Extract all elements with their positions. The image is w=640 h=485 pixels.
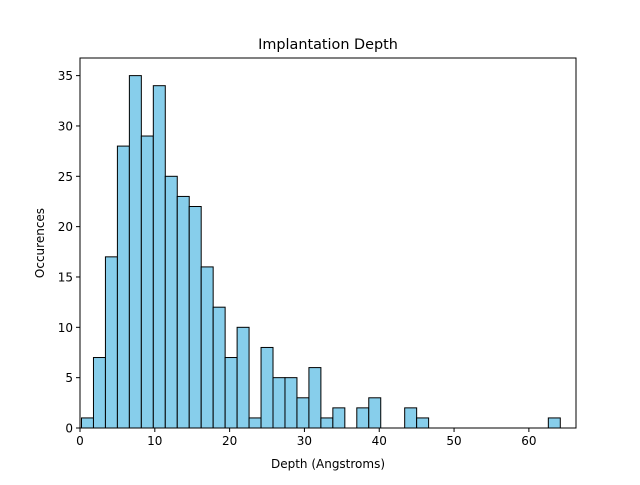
histogram-bar [320,417,334,429]
y-tick-label: 0 [65,422,73,436]
y-tick-label: 25 [58,170,73,184]
histogram-bar [224,357,238,429]
x-tick-label: 30 [297,434,312,448]
histogram-bar [248,417,262,429]
histogram-bar [152,85,166,429]
histogram-bar [260,346,274,429]
y-tick-label: 20 [58,220,73,234]
histogram-bar [296,397,310,429]
y-tick-label: 35 [58,69,73,83]
histogram-bar [104,256,118,429]
histogram-bar [356,407,370,429]
histogram-bar [212,306,226,429]
x-tick-label: 50 [446,434,461,448]
histogram-bar [547,417,561,429]
axes-frame [79,57,577,429]
histogram-bar [332,407,346,429]
histogram-bar [188,206,202,429]
x-axis-ticks: 0 10 20 30 40 50 60 [76,428,537,448]
histogram-bar [308,367,322,429]
histogram-bar [80,417,94,429]
histogram-bar [368,397,382,429]
histogram-bar [200,266,214,429]
x-tick-label: 0 [76,434,84,448]
y-tick-label: 15 [58,270,73,284]
histogram-bar [92,357,106,429]
y-axis-ticks: 0 5 10 15 20 25 30 35 [58,69,80,436]
histogram-bar [272,377,286,429]
x-axis-label: Depth (Angstroms) [271,457,385,471]
histogram-bar [416,417,430,429]
x-tick-label: 60 [521,434,536,448]
histogram-bar [128,75,142,429]
y-tick-label: 10 [58,321,73,335]
histogram-bar [284,377,298,429]
x-tick-label: 10 [147,434,162,448]
y-tick-label: 30 [58,119,73,133]
y-axis-label: Occurences [33,208,47,278]
histogram-bar [176,195,190,429]
histogram-bar [140,135,154,429]
x-tick-label: 40 [372,434,387,448]
histogram-bar [164,175,178,429]
histogram-bar [116,145,130,429]
histogram-bar [404,407,418,429]
histogram-bar [236,326,250,429]
x-tick-label: 20 [222,434,237,448]
y-tick-label: 5 [65,371,73,385]
chart-title: Implantation Depth [258,37,398,53]
